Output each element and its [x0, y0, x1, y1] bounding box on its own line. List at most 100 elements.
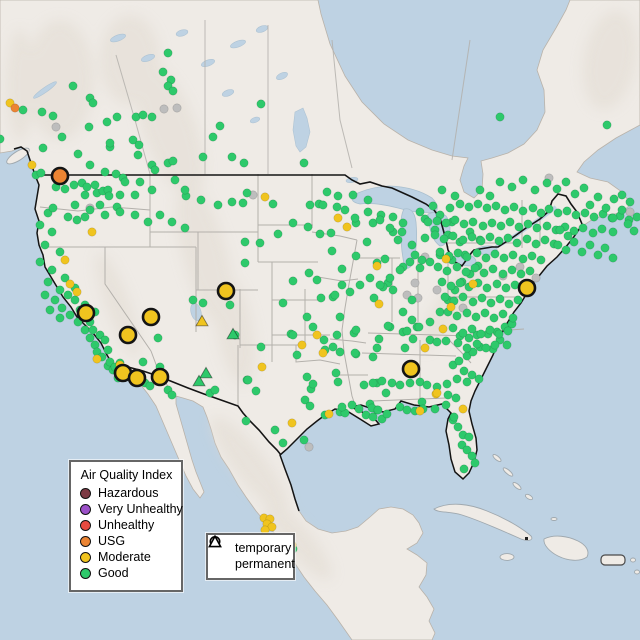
station-marker[interactable]: [509, 202, 519, 212]
station-marker[interactable]: [516, 269, 526, 279]
station-marker-permanent[interactable]: [195, 314, 209, 327]
station-marker[interactable]: [196, 195, 206, 205]
station-marker[interactable]: [363, 207, 373, 217]
station-marker[interactable]: [368, 378, 378, 388]
station-marker[interactable]: [335, 312, 345, 322]
station-marker[interactable]: [382, 409, 392, 419]
station-marker[interactable]: [470, 458, 480, 468]
station-marker[interactable]: [340, 205, 350, 215]
station-marker[interactable]: [112, 112, 122, 122]
station-marker[interactable]: [430, 404, 440, 414]
station-marker[interactable]: [134, 140, 144, 150]
station-marker[interactable]: [491, 201, 501, 211]
station-marker[interactable]: [414, 322, 424, 332]
station-marker-temporary-large[interactable]: [50, 166, 70, 186]
station-marker[interactable]: [35, 220, 45, 230]
station-marker[interactable]: [488, 264, 498, 274]
station-marker[interactable]: [312, 275, 322, 285]
station-marker[interactable]: [439, 234, 449, 244]
station-marker[interactable]: [251, 386, 261, 396]
station-marker[interactable]: [300, 395, 310, 405]
station-marker[interactable]: [422, 380, 432, 390]
station-marker[interactable]: [100, 335, 110, 345]
station-marker[interactable]: [395, 265, 405, 275]
station-marker[interactable]: [170, 175, 180, 185]
station-marker[interactable]: [462, 308, 472, 318]
station-marker[interactable]: [553, 208, 563, 218]
station-marker[interactable]: [155, 210, 165, 220]
station-marker[interactable]: [458, 235, 468, 245]
station-marker[interactable]: [446, 281, 456, 291]
station-marker[interactable]: [536, 208, 546, 218]
station-marker[interactable]: [569, 237, 579, 247]
station-marker[interactable]: [172, 103, 182, 113]
station-marker[interactable]: [55, 247, 65, 257]
station-marker[interactable]: [368, 412, 378, 422]
station-marker[interactable]: [372, 343, 382, 353]
station-marker[interactable]: [398, 218, 408, 228]
station-marker[interactable]: [450, 215, 460, 225]
station-marker[interactable]: [462, 252, 472, 262]
station-marker[interactable]: [528, 203, 538, 213]
station-marker[interactable]: [302, 372, 312, 382]
station-marker[interactable]: [342, 222, 352, 232]
station-marker[interactable]: [503, 326, 513, 336]
station-marker[interactable]: [464, 432, 474, 442]
station-marker[interactable]: [452, 311, 462, 321]
station-marker[interactable]: [38, 143, 48, 153]
station-marker[interactable]: [305, 401, 315, 411]
station-marker[interactable]: [464, 333, 474, 343]
station-marker[interactable]: [402, 326, 412, 336]
station-marker-temporary-large[interactable]: [150, 367, 170, 387]
station-marker-permanent[interactable]: [199, 366, 213, 379]
station-marker[interactable]: [80, 212, 90, 222]
station-marker[interactable]: [432, 285, 442, 295]
station-marker[interactable]: [55, 313, 65, 323]
station-marker[interactable]: [304, 268, 314, 278]
station-marker[interactable]: [580, 208, 590, 218]
station-marker[interactable]: [375, 280, 385, 290]
station-marker[interactable]: [288, 218, 298, 228]
station-marker[interactable]: [393, 235, 403, 245]
station-marker[interactable]: [513, 295, 523, 305]
station-marker[interactable]: [88, 98, 98, 108]
station-marker[interactable]: [617, 190, 627, 200]
station-marker[interactable]: [278, 298, 288, 308]
station-marker[interactable]: [365, 273, 375, 283]
station-marker[interactable]: [388, 212, 398, 222]
station-marker[interactable]: [138, 357, 148, 367]
station-marker[interactable]: [443, 390, 453, 400]
station-marker-temporary-large[interactable]: [76, 303, 96, 323]
station-marker[interactable]: [514, 222, 524, 232]
station-marker[interactable]: [499, 253, 509, 263]
station-marker[interactable]: [462, 445, 472, 455]
station-marker[interactable]: [65, 279, 75, 289]
station-marker[interactable]: [402, 405, 412, 415]
station-marker[interactable]: [494, 236, 504, 246]
station-marker[interactable]: [351, 325, 361, 335]
station-marker[interactable]: [333, 213, 343, 223]
station-marker[interactable]: [57, 132, 67, 142]
station-marker[interactable]: [502, 340, 512, 350]
station-marker[interactable]: [375, 215, 385, 225]
station-marker[interactable]: [464, 202, 474, 212]
station-marker[interactable]: [440, 292, 450, 302]
station-marker-temporary-large[interactable]: [141, 307, 161, 327]
station-marker[interactable]: [485, 232, 495, 242]
station-marker[interactable]: [486, 298, 496, 308]
station-marker[interactable]: [496, 221, 506, 231]
station-marker[interactable]: [589, 212, 599, 222]
station-marker[interactable]: [337, 280, 347, 290]
station-marker[interactable]: [425, 257, 435, 267]
station-marker[interactable]: [333, 377, 343, 387]
station-marker[interactable]: [82, 182, 92, 192]
station-marker[interactable]: [363, 195, 373, 205]
station-marker[interactable]: [167, 390, 177, 400]
station-marker[interactable]: [324, 409, 334, 419]
station-marker[interactable]: [302, 312, 312, 322]
station-marker[interactable]: [332, 202, 342, 212]
station-marker[interactable]: [625, 197, 635, 207]
station-marker[interactable]: [95, 200, 105, 210]
station-markers-layer[interactable]: [0, 48, 640, 554]
